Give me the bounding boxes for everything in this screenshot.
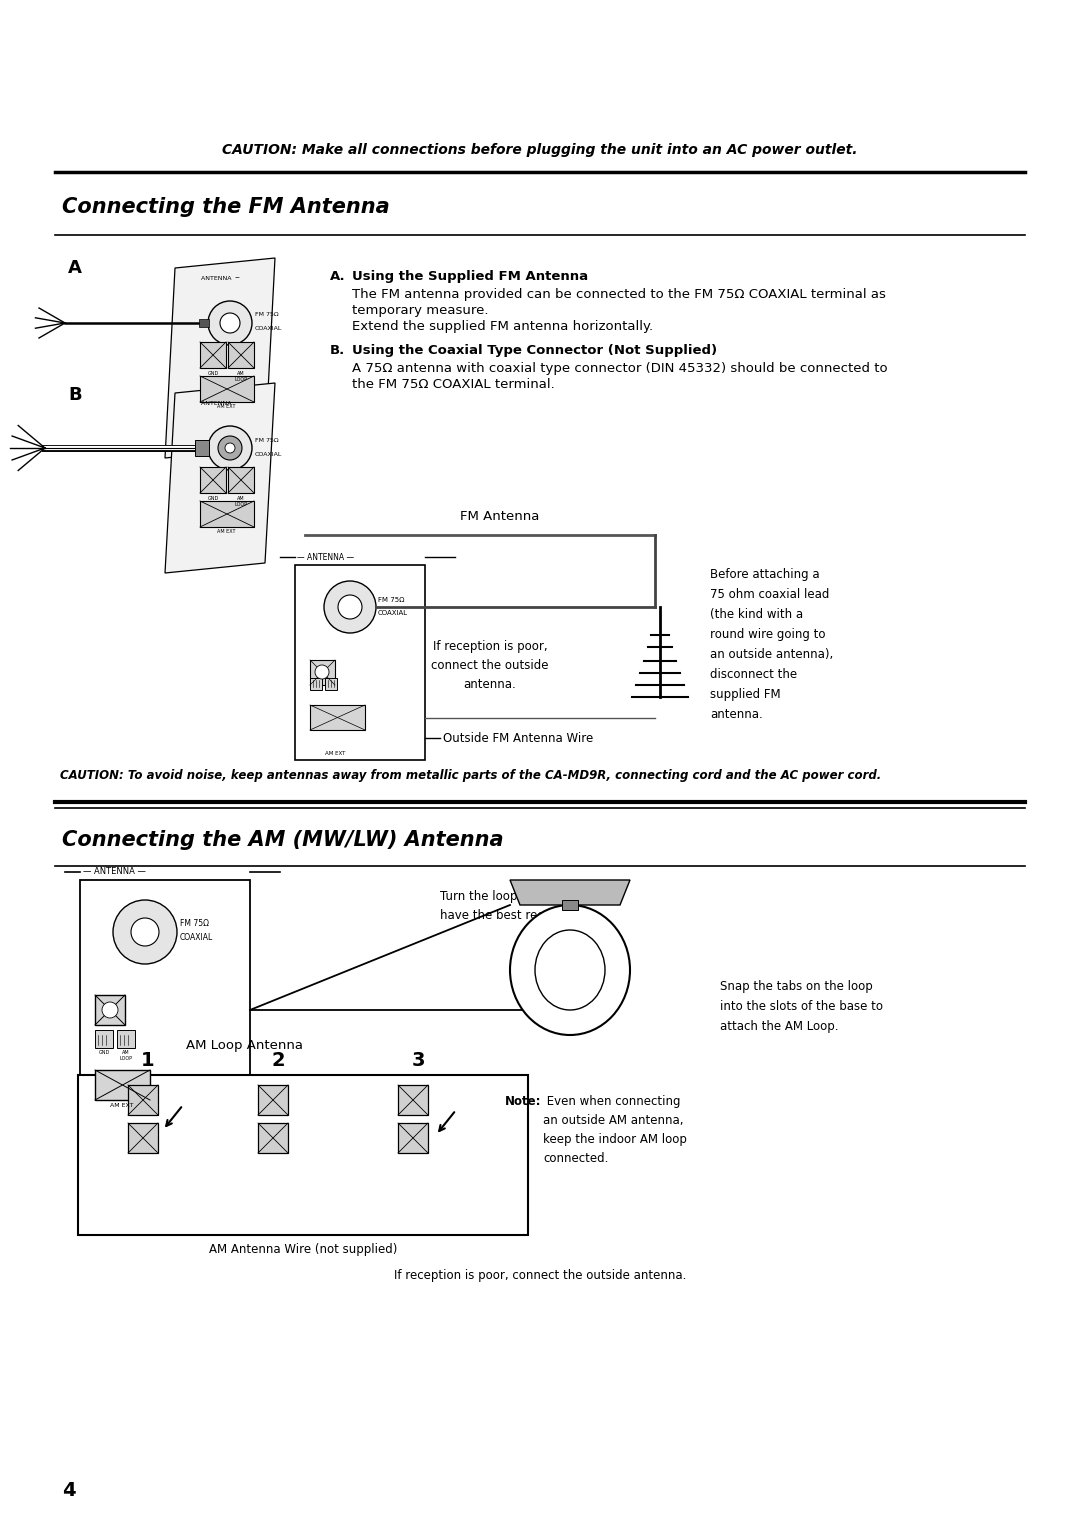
Bar [95, 1070, 150, 1100]
Text: LOOP: LOOP [324, 704, 338, 711]
Text: temporary measure.: temporary measure. [352, 304, 488, 316]
Circle shape [102, 1002, 118, 1018]
Bar [310, 678, 322, 691]
Text: — ANTENNA —: — ANTENNA — [297, 553, 354, 561]
Text: AM EXT: AM EXT [217, 529, 235, 533]
Bar [199, 319, 210, 327]
Circle shape [225, 443, 235, 452]
Text: FM 75Ω: FM 75Ω [255, 313, 279, 318]
Text: ANTENNA  ─: ANTENNA ─ [201, 400, 239, 406]
Text: COAXIAL: COAXIAL [180, 934, 213, 943]
Bar [258, 1085, 288, 1115]
Text: Even when connecting
an outside AM antenna,
keep the indoor AM loop
connected.: Even when connecting an outside AM anten… [543, 1096, 687, 1164]
Text: Using the Coaxial Type Connector (Not Supplied): Using the Coaxial Type Connector (Not Su… [352, 344, 717, 358]
Bar [95, 995, 125, 1025]
Bar [399, 1123, 428, 1154]
Polygon shape [165, 384, 275, 573]
Bar [200, 376, 254, 402]
Text: AM Antenna Wire (not supplied): AM Antenna Wire (not supplied) [208, 1242, 397, 1256]
Text: the FM 75Ω COAXIAL terminal.: the FM 75Ω COAXIAL terminal. [352, 377, 555, 391]
Text: GND: GND [207, 371, 218, 376]
Text: Using the Supplied FM Antenna: Using the Supplied FM Antenna [352, 270, 589, 283]
Text: COAXIAL: COAXIAL [255, 327, 282, 332]
Text: 4: 4 [62, 1481, 76, 1499]
Circle shape [113, 900, 177, 964]
Bar [325, 678, 337, 691]
Text: 2: 2 [271, 1051, 285, 1070]
Text: FM 75Ω: FM 75Ω [378, 597, 405, 604]
Text: A.: A. [330, 270, 346, 283]
Text: B: B [68, 387, 82, 403]
Text: GND: GND [310, 704, 323, 711]
Circle shape [315, 665, 329, 678]
Circle shape [220, 313, 240, 333]
Text: AM EXT: AM EXT [110, 1103, 134, 1108]
Bar [200, 501, 254, 527]
Polygon shape [510, 880, 630, 905]
Text: 3: 3 [411, 1051, 424, 1070]
Circle shape [218, 435, 242, 460]
Bar [195, 440, 210, 455]
Text: B.: B. [330, 344, 346, 358]
Bar [562, 900, 578, 911]
Text: Before attaching a
75 ohm coaxial lead
(the kind with a
round wire going to
an o: Before attaching a 75 ohm coaxial lead (… [710, 568, 834, 721]
Text: AM Loop Antenna: AM Loop Antenna [187, 1039, 303, 1051]
Text: The FM antenna provided can be connected to the FM 75Ω COAXIAL terminal as: The FM antenna provided can be connected… [352, 287, 886, 301]
Circle shape [338, 594, 362, 619]
Text: COAXIAL: COAXIAL [378, 610, 408, 616]
Text: Snap the tabs on the loop
into the slots of the base to
attach the AM Loop.: Snap the tabs on the loop into the slots… [720, 979, 883, 1033]
Bar [258, 1123, 288, 1154]
Text: — ANTENNA —: — ANTENNA — [83, 868, 146, 877]
Ellipse shape [535, 931, 605, 1010]
Bar [399, 1085, 428, 1115]
Text: AM EXT: AM EXT [217, 403, 235, 410]
Text: AM EXT: AM EXT [325, 750, 346, 756]
Text: Connecting the FM Antenna: Connecting the FM Antenna [62, 197, 390, 217]
Circle shape [324, 581, 376, 633]
Text: A 75Ω antenna with coaxial type connector (DIN 45332) should be connected to: A 75Ω antenna with coaxial type connecto… [352, 362, 888, 374]
Text: Outside FM Antenna Wire: Outside FM Antenna Wire [443, 732, 593, 744]
Circle shape [208, 301, 252, 345]
Text: If reception is poor, connect the outside antenna.: If reception is poor, connect the outsid… [394, 1268, 686, 1282]
Bar [310, 704, 365, 730]
Text: GND: GND [207, 497, 218, 501]
Bar [295, 565, 426, 759]
Text: If reception is poor,
connect the outside
antenna.: If reception is poor, connect the outsid… [431, 640, 549, 691]
Text: Note:: Note: [505, 1096, 541, 1108]
Circle shape [208, 426, 252, 471]
Text: CAUTION: Make all connections before plugging the unit into an AC power outlet.: CAUTION: Make all connections before plu… [222, 144, 858, 157]
Bar [95, 1030, 113, 1048]
Text: Extend the supplied FM antenna horizontally.: Extend the supplied FM antenna horizonta… [352, 319, 653, 333]
Bar [200, 342, 226, 368]
Text: Turn the loop until you
have the best reception: Turn the loop until you have the best re… [440, 889, 581, 921]
Bar [310, 660, 335, 685]
Text: GND: GND [98, 1050, 110, 1054]
Text: 1: 1 [141, 1051, 154, 1070]
Text: FM Antenna: FM Antenna [460, 510, 540, 523]
Bar [129, 1123, 158, 1154]
Text: AM
LOOP: AM LOOP [234, 371, 247, 382]
Text: FM 75Ω: FM 75Ω [180, 920, 210, 929]
Circle shape [131, 918, 159, 946]
Bar [228, 342, 254, 368]
Polygon shape [165, 258, 275, 458]
Text: Connecting the AM (MW/LW) Antenna: Connecting the AM (MW/LW) Antenna [62, 830, 503, 850]
Bar [200, 468, 226, 494]
Bar [78, 1076, 528, 1235]
Bar [80, 880, 249, 1109]
Ellipse shape [510, 905, 630, 1034]
Text: COAXIAL: COAXIAL [255, 451, 282, 457]
Bar [228, 468, 254, 494]
Text: FM 75Ω: FM 75Ω [255, 437, 279, 443]
Text: AM
LOOP: AM LOOP [120, 1050, 133, 1060]
Text: ANTENNA  ─: ANTENNA ─ [201, 277, 239, 281]
Bar [129, 1085, 158, 1115]
Text: A: A [68, 260, 82, 277]
Text: AM
LOOP: AM LOOP [234, 497, 247, 507]
Bar [117, 1030, 135, 1048]
Text: CAUTION: To avoid noise, keep antennas away from metallic parts of the CA-MD9R, : CAUTION: To avoid noise, keep antennas a… [60, 769, 881, 781]
